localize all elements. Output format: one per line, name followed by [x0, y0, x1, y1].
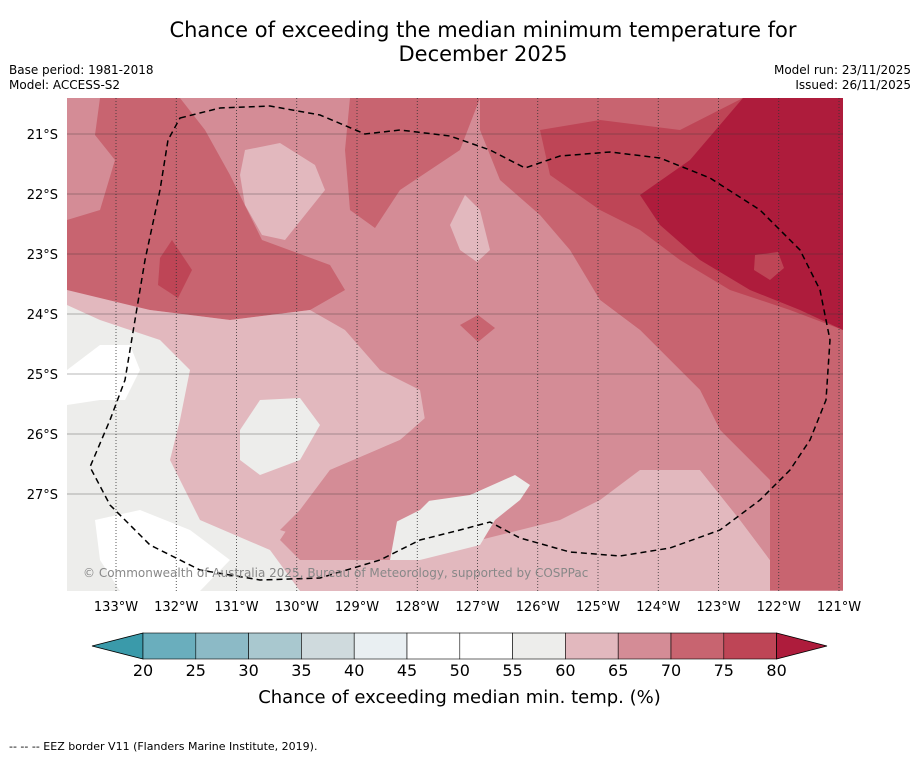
lat-label: 23°S [27, 248, 58, 263]
chart-title: Chance of exceeding the median minimum t… [0, 18, 919, 66]
copyright-text: © Commonwealth of Australia 2025, Bureau… [83, 566, 588, 580]
colorbar-tick-label: 65 [608, 661, 628, 680]
lon-label: 132°W [154, 600, 198, 615]
issued-date: Issued: 26/11/2025 [795, 78, 911, 92]
map-fields [67, 98, 843, 591]
field-70-75-north [345, 98, 480, 228]
lat-label: 21°S [27, 128, 58, 143]
colorbar-tick-label: 30 [238, 661, 258, 680]
colorbar-segment [565, 632, 619, 660]
lon-label: 123°W [696, 600, 740, 615]
colorbar-segment [195, 632, 249, 660]
colorbar-tick-label: 35 [291, 661, 311, 680]
colorbar-tick-label: 55 [502, 661, 522, 680]
colorbar-tick-label: 50 [450, 661, 470, 680]
lat-label: 26°S [27, 428, 58, 443]
lon-label: 130°W [275, 600, 319, 615]
colorbar-segment [512, 632, 566, 660]
colorbar-segment [617, 632, 672, 660]
lat-label: 27°S [27, 488, 58, 503]
title-line-1: Chance of exceeding the median minimum t… [169, 18, 797, 42]
field-75-80-island [754, 252, 784, 280]
field-60-65-sliver [450, 195, 490, 262]
latitude-labels: 21°S 22°S 23°S 24°S 25°S 26°S 27°S [27, 128, 58, 503]
meta-right: Model run: 23/11/2025 Issued: 26/11/2025 [774, 63, 911, 93]
lat-label: 22°S [27, 188, 58, 203]
colorbar-segment [353, 632, 408, 660]
colorbar-segment [142, 632, 197, 660]
lon-label: 121°W [817, 600, 861, 615]
lat-label: 25°S [27, 368, 58, 383]
footer-note: -- -- -- EEZ border V11 (Flanders Marine… [9, 740, 318, 753]
lon-label: 124°W [636, 600, 680, 615]
lon-label: 122°W [757, 600, 801, 615]
colorbar: 20 25 30 35 40 45 50 55 60 65 70 75 80 [91, 632, 828, 680]
colorbar-tick-label: 80 [766, 661, 786, 680]
lon-label: 128°W [395, 600, 439, 615]
lon-label: 127°W [455, 600, 499, 615]
colorbar-segment [723, 632, 777, 660]
colorbar-tick-label: 45 [397, 661, 417, 680]
field-above-80 [640, 98, 843, 330]
field-70-75-diamond [460, 315, 495, 342]
base-period: Base period: 1981-2018 [9, 63, 154, 77]
lon-label: 133°W [94, 600, 138, 615]
colorbar-segment [670, 632, 725, 660]
colorbar-tick-label: 60 [555, 661, 575, 680]
field-65-70-nw [67, 98, 115, 220]
title-line-2: December 2025 [398, 42, 568, 66]
model-name: Model: ACCESS-S2 [9, 78, 121, 92]
eez-border-line [89, 105, 831, 581]
colorbar-segment [459, 632, 513, 660]
colorbar-segment [301, 632, 355, 660]
field-60-65-nw [240, 143, 325, 240]
colorbar-tick-label: 25 [186, 661, 206, 680]
field-55-60-blob [240, 398, 320, 475]
colorbar-tick-label: 40 [344, 661, 364, 680]
colorbar-segment [406, 632, 461, 660]
colorbar-extend-low [91, 632, 144, 660]
model-run: Model run: 23/11/2025 [773, 63, 911, 77]
lon-label: 129°W [335, 600, 379, 615]
longitude-labels: 133°W 132°W 131°W 130°W 129°W 128°W 127°W 126°W… [94, 600, 861, 615]
lon-label: 125°W [576, 600, 620, 615]
meta-left: Base period: 1981-2018 Model: ACCESS-S2 [9, 63, 154, 93]
lon-label: 126°W [516, 600, 560, 615]
colorbar-tick-label: 20 [133, 661, 153, 680]
lon-label: 131°W [214, 600, 258, 615]
graticule [67, 98, 843, 591]
forecast-map: © Commonwealth of Australia 2025, Bureau… [27, 98, 861, 680]
colorbar-tick-label: 70 [661, 661, 681, 680]
field-55-60-south [390, 475, 530, 560]
colorbar-label: Chance of exceeding median min. temp. (%… [258, 687, 661, 708]
colorbar-extend-high [776, 632, 828, 660]
field-75-80-spot [158, 240, 192, 298]
lat-label: 24°S [27, 308, 58, 323]
field-60-65 [67, 290, 770, 591]
field-70-75-west [67, 98, 345, 320]
field-65-70-central [280, 300, 770, 560]
colorbar-segment [248, 632, 302, 660]
colorbar-tick-label: 75 [714, 661, 734, 680]
